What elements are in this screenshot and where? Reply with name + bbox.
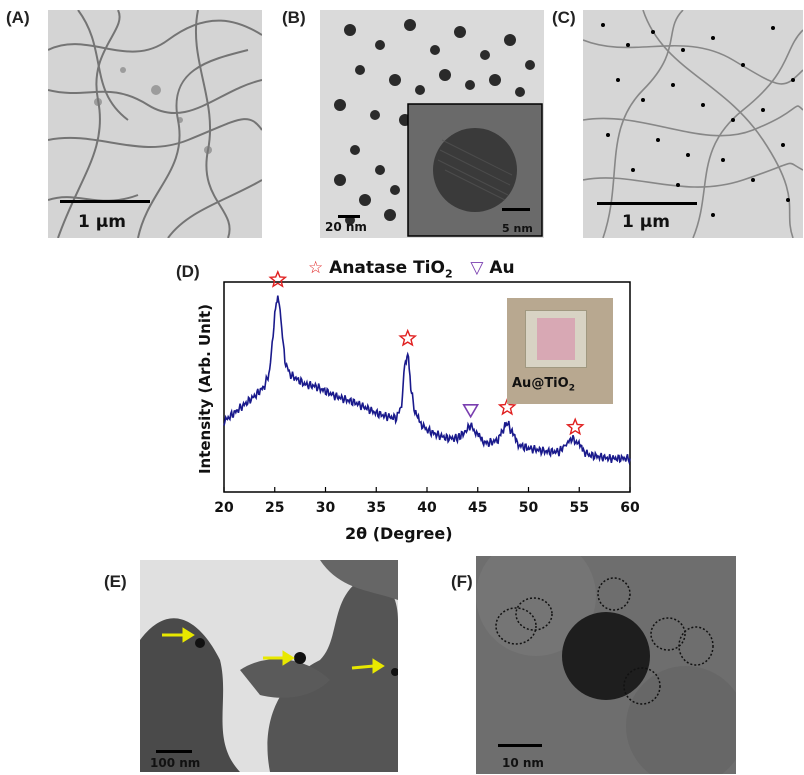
x-tick-label: 40 (417, 500, 437, 516)
anatase-peak-marker (497, 397, 517, 416)
anatase-peak-marker (565, 417, 585, 436)
au-legend-text: Au (489, 258, 515, 278)
sample-photo-inset: Au@TiO2 (507, 298, 613, 404)
porous-tio2-e (140, 560, 398, 772)
pink-film (537, 318, 575, 360)
tem-image-b (320, 10, 544, 238)
scale-label-f: 10 nm (502, 756, 544, 770)
anatase-peak-marker (398, 328, 418, 347)
x-tick-label: 45 (468, 500, 488, 516)
tem-image-e (140, 560, 398, 772)
scale-label-a: 1 µm (78, 212, 126, 232)
inset-photo-label: Au@TiO2 (512, 376, 575, 394)
x-tick-label: 60 (620, 500, 640, 516)
scale-label-b: 20 nm (325, 220, 367, 234)
panel-label-d: (D) (176, 262, 200, 281)
scale-label-e: 100 nm (150, 756, 201, 770)
panel-label-a: (A) (6, 8, 30, 27)
x-tick-label: 25 (265, 500, 285, 516)
au-peak-marker (462, 403, 480, 419)
y-axis-label: Intensity (Arb. Unit) (196, 303, 214, 475)
au-legend-marker: ▽ (470, 258, 484, 278)
tem-image-f (476, 556, 736, 774)
panel-label-f: (F) (451, 572, 473, 591)
x-tick-label: 35 (366, 500, 386, 516)
legend: ☆ Anatase TiO2 ▽ Au (308, 258, 515, 280)
panel-label-b: (B) (282, 8, 306, 27)
gold-nanoparticles-b (334, 19, 543, 237)
panel-label-c: (C) (552, 8, 576, 27)
tem-image-c (583, 10, 803, 238)
x-tick-label: 50 (518, 500, 539, 516)
xrd-series-line (223, 295, 631, 466)
x-axis-label: 2θ (Degree) (345, 524, 453, 543)
nanofiber-network-a (48, 10, 262, 238)
anatase-legend-marker: ☆ (308, 258, 324, 278)
hrtem-f (476, 556, 736, 774)
x-tick-label: 30 (315, 500, 336, 516)
inset-scale-label-b: 5 nm (502, 222, 533, 235)
scale-label-c: 1 µm (622, 212, 670, 232)
inset-label-main: Au@TiO (512, 376, 569, 391)
decorated-nanofibers-c (583, 10, 803, 238)
anatase-peak-marker (268, 269, 288, 288)
inset-label-sub: 2 (568, 383, 575, 394)
anatase-legend-sub: 2 (444, 267, 453, 281)
tem-image-a (48, 10, 262, 238)
x-tick-label: 55 (569, 500, 589, 516)
x-tick-label: 20 (214, 500, 234, 516)
panel-label-e: (E) (104, 572, 127, 591)
anatase-legend-text: Anatase TiO (329, 258, 445, 278)
